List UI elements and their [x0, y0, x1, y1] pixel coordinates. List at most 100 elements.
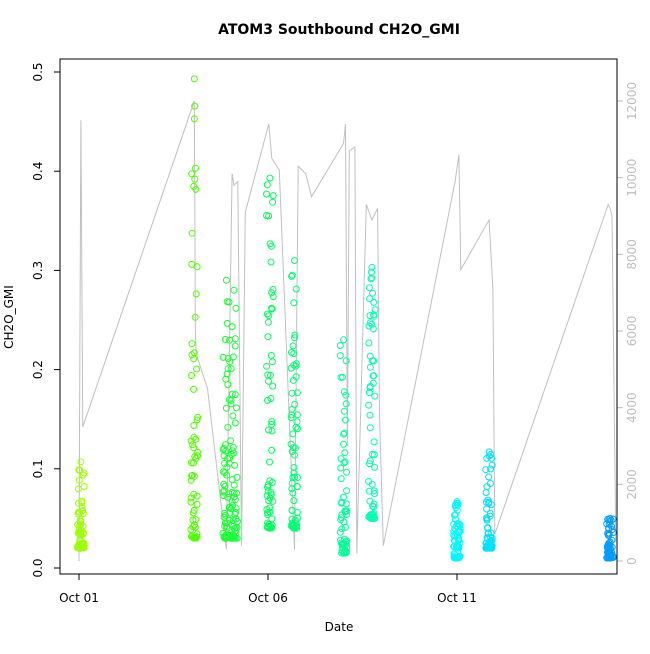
- data-point: [233, 517, 241, 525]
- data-point: [366, 424, 374, 432]
- data-point: [193, 365, 200, 373]
- data-point: [220, 487, 228, 495]
- data-point: [190, 433, 198, 441]
- data-point: [370, 500, 378, 508]
- data-point: [288, 448, 296, 456]
- data-point: [188, 170, 196, 178]
- data-point: [190, 385, 198, 393]
- data-point: [76, 466, 84, 474]
- data-point: [220, 513, 228, 521]
- data-point: [229, 412, 237, 420]
- data-point: [188, 340, 196, 348]
- y-tick-label: 0.2: [31, 360, 45, 379]
- data-point: [340, 430, 348, 438]
- data-point: [229, 353, 237, 361]
- data-point: [228, 488, 236, 496]
- data-point: [293, 483, 301, 491]
- data-point: [223, 370, 231, 378]
- data-point: [192, 185, 200, 193]
- data-point: [223, 319, 231, 327]
- data-point-max: [291, 257, 298, 264]
- data-point: [232, 524, 239, 531]
- data-point: [80, 483, 88, 490]
- data-point: [368, 357, 376, 365]
- data-point: [226, 516, 233, 524]
- data-point-max: [485, 448, 493, 456]
- data-point: [231, 510, 239, 518]
- data-point: [487, 529, 495, 537]
- data-point: [483, 515, 491, 523]
- data-point: [365, 339, 373, 347]
- y2-tick-label: 0: [625, 557, 639, 565]
- data-point: [342, 357, 350, 365]
- data-point: [289, 430, 297, 438]
- data-point: [370, 298, 378, 306]
- data-point: [269, 192, 277, 200]
- data-point-min: [606, 554, 614, 562]
- y2-tick-label: 8000: [625, 239, 639, 270]
- data-point: [78, 499, 86, 507]
- data-point: [336, 528, 344, 536]
- data-point: [79, 522, 87, 530]
- data-point-max: [190, 75, 198, 83]
- data-point: [80, 539, 88, 547]
- data-point: [606, 549, 614, 557]
- y-tick-label: 0.5: [31, 62, 45, 81]
- scatter-points-layer: [74, 75, 617, 562]
- data-point: [264, 396, 271, 404]
- data-point: [488, 454, 495, 462]
- data-point: [263, 190, 270, 198]
- data-point: [342, 500, 350, 508]
- data-point: [264, 333, 272, 341]
- data-point: [293, 418, 301, 426]
- data-point: [193, 416, 201, 424]
- data-point: [231, 419, 239, 427]
- data-point: [485, 498, 493, 506]
- data-point-min: [368, 514, 376, 522]
- data-point: [220, 452, 228, 460]
- data-point: [227, 437, 235, 445]
- data-point: [367, 511, 375, 519]
- data-point: [343, 511, 350, 518]
- altitude-line-layer: [78, 100, 617, 562]
- data-point: [485, 473, 493, 481]
- data-point: [290, 469, 298, 477]
- data-point: [291, 334, 298, 342]
- chart-title: ATOM3 Southbound CH2O_GMI: [218, 22, 460, 38]
- data-point: [224, 365, 232, 373]
- data-point-max: [230, 286, 238, 294]
- data-point: [343, 544, 351, 552]
- data-point: [294, 474, 301, 481]
- data-point: [74, 529, 82, 537]
- data-point: [264, 483, 271, 491]
- data-point: [368, 450, 376, 458]
- data-point: [339, 373, 347, 381]
- data-point: [268, 446, 276, 454]
- data-point: [268, 358, 276, 366]
- data-point: [220, 492, 228, 500]
- data-point: [227, 534, 235, 542]
- data-point: [290, 497, 298, 505]
- data-point: [341, 449, 349, 457]
- data-point: [289, 342, 297, 350]
- data-point: [371, 392, 379, 400]
- y2-tick-label: 4000: [625, 392, 639, 423]
- data-point: [371, 306, 379, 314]
- data-point: [187, 498, 195, 506]
- data-point: [224, 423, 232, 431]
- data-point: [75, 476, 83, 484]
- data-point-min: [340, 549, 348, 557]
- data-point: [453, 506, 461, 514]
- data-point: [484, 524, 492, 532]
- data-point: [187, 459, 195, 467]
- data-point: [79, 510, 87, 517]
- data-point: [266, 458, 273, 466]
- data-point: [288, 507, 296, 514]
- data-point: [193, 492, 201, 500]
- data-point: [189, 441, 197, 449]
- data-point: [187, 476, 195, 484]
- data-point: [227, 450, 235, 458]
- data-point: [291, 451, 299, 459]
- data-point: [188, 351, 196, 359]
- data-point: [337, 516, 345, 524]
